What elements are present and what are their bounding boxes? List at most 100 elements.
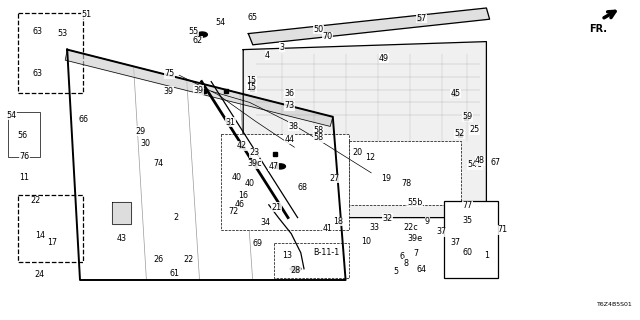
Text: 40: 40 xyxy=(232,173,242,182)
Text: 16: 16 xyxy=(238,191,248,200)
Text: 33: 33 xyxy=(369,223,380,232)
Text: 13: 13 xyxy=(282,252,292,260)
Circle shape xyxy=(197,32,207,37)
Text: 26: 26 xyxy=(154,255,164,264)
Text: 55b: 55b xyxy=(407,198,422,207)
Text: 22: 22 xyxy=(184,255,194,264)
Text: 20: 20 xyxy=(352,148,362,157)
Text: 12: 12 xyxy=(365,153,375,162)
Text: B-11-1: B-11-1 xyxy=(313,248,340,257)
Text: 62: 62 xyxy=(192,36,202,45)
Text: 69: 69 xyxy=(252,239,262,248)
Text: 51: 51 xyxy=(81,10,92,19)
Polygon shape xyxy=(248,8,490,45)
Circle shape xyxy=(275,164,285,169)
Text: 59: 59 xyxy=(462,112,472,121)
Text: 27: 27 xyxy=(329,174,339,183)
Text: 22c: 22c xyxy=(403,223,419,232)
Text: 2: 2 xyxy=(173,213,179,222)
Text: 19: 19 xyxy=(381,174,392,183)
Text: 67: 67 xyxy=(491,158,501,167)
Text: 73: 73 xyxy=(284,101,294,110)
Text: 22: 22 xyxy=(30,196,40,205)
Text: 48: 48 xyxy=(475,156,485,165)
Text: 39c: 39c xyxy=(248,159,262,168)
Text: 17: 17 xyxy=(47,238,58,247)
Polygon shape xyxy=(112,202,131,224)
Bar xyxy=(18,195,83,262)
Text: 72: 72 xyxy=(228,207,239,216)
Text: 40: 40 xyxy=(244,179,255,188)
Text: 70: 70 xyxy=(323,32,333,41)
Text: 5: 5 xyxy=(393,267,398,276)
Circle shape xyxy=(291,266,301,271)
Text: 76: 76 xyxy=(19,152,29,161)
Text: FR.: FR. xyxy=(589,24,607,34)
Text: 52: 52 xyxy=(454,129,465,138)
Text: 58: 58 xyxy=(314,133,324,142)
Text: 44: 44 xyxy=(284,135,294,144)
Text: 30: 30 xyxy=(141,139,151,148)
Text: 55: 55 xyxy=(189,28,199,36)
Text: 77: 77 xyxy=(462,201,472,210)
Text: 54: 54 xyxy=(216,18,226,27)
Text: 42: 42 xyxy=(237,141,247,150)
Bar xyxy=(274,243,349,278)
Text: 43: 43 xyxy=(116,234,127,243)
Text: 31: 31 xyxy=(225,118,236,127)
Bar xyxy=(221,134,349,230)
Text: 63: 63 xyxy=(32,28,42,36)
Text: 38: 38 xyxy=(288,122,298,131)
Polygon shape xyxy=(243,42,486,218)
Text: T6Z4B5S01: T6Z4B5S01 xyxy=(596,301,632,307)
Text: 71: 71 xyxy=(497,225,508,234)
Text: 53: 53 xyxy=(58,29,68,38)
Text: 49: 49 xyxy=(379,54,389,63)
Text: 35: 35 xyxy=(462,216,472,225)
Text: 32: 32 xyxy=(382,214,392,223)
Text: 60: 60 xyxy=(462,248,472,257)
Text: 9: 9 xyxy=(425,217,430,226)
Text: 39e: 39e xyxy=(407,234,422,243)
Text: 3: 3 xyxy=(279,43,284,52)
Text: 24: 24 xyxy=(35,270,45,279)
Text: 34: 34 xyxy=(260,218,271,227)
Text: 14: 14 xyxy=(35,231,45,240)
Bar xyxy=(349,141,461,205)
Text: 15: 15 xyxy=(246,76,257,85)
Text: 8: 8 xyxy=(404,259,409,268)
Text: 37: 37 xyxy=(451,238,461,247)
Text: 58: 58 xyxy=(314,126,324,135)
Text: 45: 45 xyxy=(451,89,461,98)
Text: 41: 41 xyxy=(323,224,333,233)
Text: 11: 11 xyxy=(19,173,29,182)
Text: 47: 47 xyxy=(269,162,279,171)
Text: 37: 37 xyxy=(436,228,447,236)
Polygon shape xyxy=(65,50,333,126)
Text: 15: 15 xyxy=(246,84,257,92)
Text: 57: 57 xyxy=(416,14,426,23)
Text: 54c: 54c xyxy=(468,160,482,169)
Text: 50: 50 xyxy=(314,25,324,34)
Text: 36: 36 xyxy=(284,89,294,98)
Text: 78: 78 xyxy=(401,179,412,188)
Text: 6: 6 xyxy=(399,252,404,261)
Text: 74: 74 xyxy=(154,159,164,168)
Text: 66: 66 xyxy=(78,116,88,124)
Text: 61: 61 xyxy=(169,269,179,278)
Text: 56: 56 xyxy=(17,132,28,140)
Bar xyxy=(444,201,498,278)
Text: 64: 64 xyxy=(416,265,426,274)
Text: 29: 29 xyxy=(136,127,146,136)
Text: 18: 18 xyxy=(333,217,343,226)
Text: 39: 39 xyxy=(164,87,174,96)
Text: 46: 46 xyxy=(235,200,245,209)
Text: 1: 1 xyxy=(484,251,489,260)
Bar xyxy=(8,112,40,157)
Text: 54: 54 xyxy=(6,111,17,120)
Text: 10: 10 xyxy=(361,237,371,246)
Text: 28: 28 xyxy=(291,266,301,275)
Text: 25: 25 xyxy=(470,125,480,134)
Text: 7: 7 xyxy=(413,249,419,258)
Text: 39: 39 xyxy=(193,86,204,95)
